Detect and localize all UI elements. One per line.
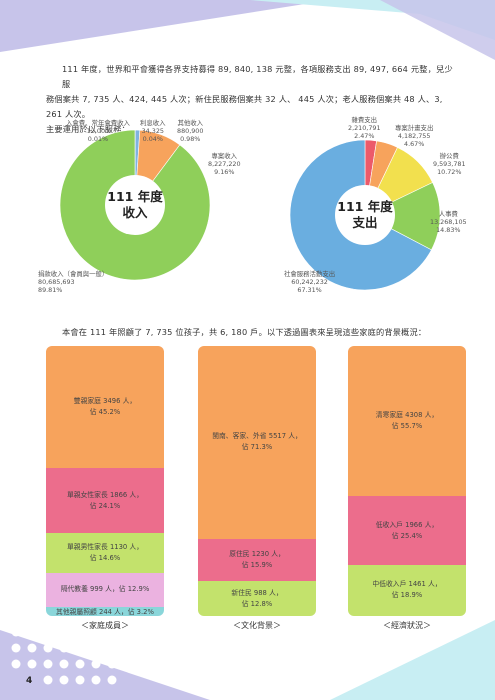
expense-label-misc-percent: 2.47% (354, 132, 375, 140)
cultural-background-caption: ＜文化背景＞ (233, 621, 281, 630)
mid-low-income-segment: 中低收入戶 1461 人， 佔 18.9% (348, 564, 466, 616)
low-income-segment-label: 低收入戶 1966 人， (375, 520, 439, 529)
income-center-year: 111 年度 (107, 189, 163, 204)
page-number: 4 (26, 676, 33, 686)
new-immigrant-segment-percent: 佔 12.8% (241, 599, 273, 608)
expense-label-social-amount: 60,242,232 (291, 278, 328, 286)
single-mother-segment-label: 單親女性家長 1866 人， (67, 490, 143, 499)
expense-label-project-name: 專案計畫支出 (395, 124, 434, 132)
income-label-donation-percent: 89.81% (38, 286, 63, 294)
other-relative-segment-label: 其他親屬照顧 244 人，佔 3.2% (56, 608, 154, 616)
single-father-segment-percent: 佔 14.6% (89, 553, 121, 562)
two-parent-segment-percent: 佔 45.2% (89, 408, 121, 417)
expense-label-personnel-name: 人事費 (438, 210, 458, 218)
header-decoration (0, 0, 495, 60)
income-center-title: 收入 (122, 205, 148, 220)
two-parent-segment-label: 雙親家庭 3496 人， (73, 397, 137, 406)
income-label-other: 其他收入 880,900 0.98% (177, 119, 203, 143)
expense-label-office-name: 辦公費 (439, 152, 459, 160)
income-label-membership-name: 入會費、常年會費收入 (66, 119, 130, 127)
expense-pie-chart: 111 年度 支出 (289, 139, 441, 291)
dot-pattern-decoration (11, 627, 117, 685)
income-label-interest: 利息收入 34,325 0.04% (140, 119, 166, 143)
income-label-project: 專案收入 8,227,220 9.16% (208, 152, 241, 176)
expense-label-social-name: 社會服務活動支出 (284, 270, 336, 278)
economic-status-caption: ＜經濟狀況＞ (383, 621, 431, 630)
expense-label-misc-amount: 2,210,791 (348, 124, 381, 132)
expense-label-project: 專案計畫支出 4,182,755 4.67% (395, 124, 433, 148)
low-income-segment: 低收入戶 1966 人， 佔 25.4% (348, 496, 466, 565)
other-relative-segment: 其他親屬照顧 244 人，佔 3.2% (46, 607, 164, 616)
new-immigrant-segment: 新住民 988 人， 佔 12.8% (198, 581, 316, 616)
income-label-donation-name: 捐款收入（會員與一般） (38, 270, 109, 278)
single-father-segment-label: 單親男性家長 1130 人， (67, 542, 143, 551)
intro-line-1: 111 年度，世界和平會獲得各界支持募得 89, 840, 138 元整，各項服… (62, 64, 453, 89)
family-members-column: 雙親家庭 3496 人， 佔 45.2% 單親女性家長 1866 人， 佔 24.1%… (46, 346, 164, 616)
single-mother-segment: 單親女性家長 1866 人， 佔 24.1% (46, 468, 164, 534)
cultural-background-column: 閩南、客家、外省 5517 人， 佔 71.3% 原住民 1230 人， 佔 15.9… (198, 346, 316, 616)
indigenous-segment-percent: 佔 15.9% (241, 560, 273, 569)
expense-label-project-percent: 4.67% (404, 140, 425, 148)
poor-family-segment-label: 清寒家庭 4308 人， (375, 411, 439, 420)
mid-low-income-segment-percent: 佔 18.9% (391, 591, 423, 600)
income-label-interest-amount: 34,325 (141, 127, 164, 135)
han-segment: 閩南、客家、外省 5517 人， 佔 71.3% (198, 346, 316, 539)
income-pie-chart: 111 年度 收入 (59, 129, 211, 281)
footer-decoration (0, 620, 495, 700)
income-label-project-name: 專案收入 (211, 152, 238, 160)
indigenous-segment-label: 原住民 1230 人， (229, 549, 285, 558)
income-pie-center: 111 年度 收入 (105, 175, 165, 235)
low-income-segment-percent: 佔 25.4% (391, 531, 423, 540)
income-label-membership-amount: 12,000 (86, 127, 110, 135)
indigenous-segment: 原住民 1230 人， 佔 15.9% (198, 538, 316, 582)
expense-label-office-percent: 10.72% (437, 168, 462, 176)
expense-label-personnel-amount: 13,268,105 (430, 218, 467, 226)
income-label-other-amount: 880,900 (177, 127, 204, 135)
han-segment-label: 閩南、客家、外省 5517 人， (212, 432, 302, 441)
income-label-other-name: 其他收入 (177, 119, 203, 127)
intro-line-3: 主要運用於以下服務： (46, 124, 130, 134)
expense-pie-center: 111 年度 支出 (335, 185, 395, 245)
income-label-other-percent: 0.98% (180, 135, 201, 143)
poor-family-segment: 清寒家庭 4308 人， 佔 55.7% (348, 346, 466, 497)
expense-label-office-amount: 9,593,781 (433, 160, 466, 168)
income-label-membership-percent: 0.01% (87, 135, 109, 143)
single-mother-segment-percent: 佔 24.1% (89, 501, 121, 510)
income-label-project-amount: 8,227,220 (208, 160, 241, 168)
expense-label-office: 辦公費 9,593,781 10.72% (433, 152, 466, 176)
poor-family-segment-percent: 佔 55.7% (391, 422, 423, 431)
economic-status-column: 清寒家庭 4308 人， 佔 55.7% 低收入戶 1966 人， 佔 25.4% 中低… (348, 346, 466, 616)
expense-label-social: 社會服務活動支出 60,242,232 67.31% (284, 270, 335, 294)
new-immigrant-segment-label: 新住民 988 人， (231, 588, 283, 597)
expense-label-project-amount: 4,182,755 (397, 132, 431, 140)
income-label-interest-percent: 0.04% (142, 135, 163, 143)
grandparent-segment: 隔代教養 999 人，佔 12.9% (46, 572, 164, 608)
mid-low-income-segment-label: 中低收入戶 1461 人， (372, 580, 442, 589)
expense-label-social-percent: 67.31% (297, 286, 322, 294)
expense-label-personnel: 人事費 13,268,105 14.83% (430, 210, 467, 234)
intro-paragraph: 111 年度，世界和平會獲得各界支持募得 89, 840, 138 元整，各項服… (46, 62, 460, 137)
income-label-donation: 捐款收入（會員與一般） 80,685,693 89.81% (38, 270, 108, 294)
two-parent-segment: 雙親家庭 3496 人， 佔 45.2% (46, 346, 164, 469)
lead-sentence: 本會在 111 年照顧了 7, 735 位孩子，共 6, 180 戶。以下透過圖… (62, 327, 427, 337)
income-label-membership: 入會費、常年會費收入 12,000 0.01% (66, 119, 130, 143)
income-label-interest-name: 利息收入 (140, 119, 166, 127)
expense-center-title: 支出 (352, 215, 378, 230)
expense-slice-3 (364, 182, 441, 251)
single-father-segment: 單親男性家長 1130 人， 佔 14.6% (46, 533, 164, 573)
expense-label-personnel-percent: 14.83% (436, 226, 461, 234)
income-label-donation-amount: 80,685,693 (38, 278, 75, 286)
intro-line-2: 務個案共 7, 735 人、424, 445 人次；新住民服務個案共 32 人、… (46, 94, 443, 119)
han-segment-percent: 佔 71.3% (241, 443, 273, 452)
expense-label-misc-name: 雜費支出 (351, 116, 378, 124)
family-members-caption: ＜家庭成員＞ (81, 621, 129, 630)
expense-label-misc: 雜費支出 2,210,791 2.47% (348, 116, 381, 140)
expense-center-year: 111 年度 (337, 199, 393, 214)
income-label-project-percent: 9.16% (214, 168, 235, 176)
grandparent-segment-label: 隔代教養 999 人，佔 12.9% (60, 585, 150, 594)
